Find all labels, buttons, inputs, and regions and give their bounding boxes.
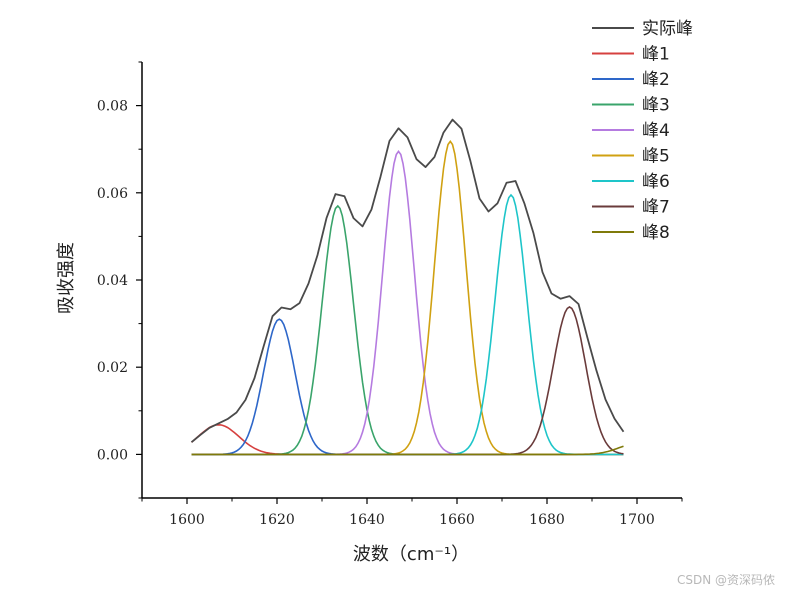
peak-curve [191, 306, 624, 456]
legend-label: 峰7 [642, 198, 670, 218]
x-tick-label: 1640 [349, 512, 385, 528]
axes: 1600 1620 1640 1660 1680 1700 0.00 0.02 0.04 0.06… [97, 61, 683, 528]
peak-curve [191, 423, 624, 456]
x-tick-label: 1700 [619, 512, 655, 528]
y-axis-title: 吸收强度 [56, 242, 77, 314]
legend-label: 峰8 [642, 223, 670, 243]
y-tick-label: 0.04 [97, 273, 128, 289]
peak-curve [191, 445, 624, 456]
legend-label: 峰5 [642, 147, 670, 167]
y-tick-label: 0.00 [97, 447, 128, 463]
actual-peak-curve [190, 118, 625, 443]
legend-label: 峰2 [642, 70, 670, 90]
x-tick-label: 1620 [259, 512, 295, 528]
watermark: CSDN @资深码侬 [676, 573, 775, 587]
legend-label: 峰6 [642, 172, 670, 192]
peak-curve [191, 204, 624, 456]
x-tick-label: 1660 [439, 512, 475, 528]
y-tick-label: 0.08 [97, 99, 128, 115]
x-tick-label: 1600 [169, 512, 205, 528]
curves [190, 118, 625, 456]
legend-label: 峰4 [642, 121, 670, 141]
legend-label: 峰3 [642, 96, 670, 116]
peak-curve [191, 193, 624, 456]
legend-label: 峰1 [642, 45, 670, 65]
x-tick-label: 1680 [529, 512, 565, 528]
y-tick-label: 0.06 [97, 186, 128, 202]
y-tick-label: 0.02 [97, 360, 128, 376]
x-axis-title: 波数（cm⁻¹） [353, 544, 469, 565]
legend-label: 实际峰 [642, 19, 693, 39]
